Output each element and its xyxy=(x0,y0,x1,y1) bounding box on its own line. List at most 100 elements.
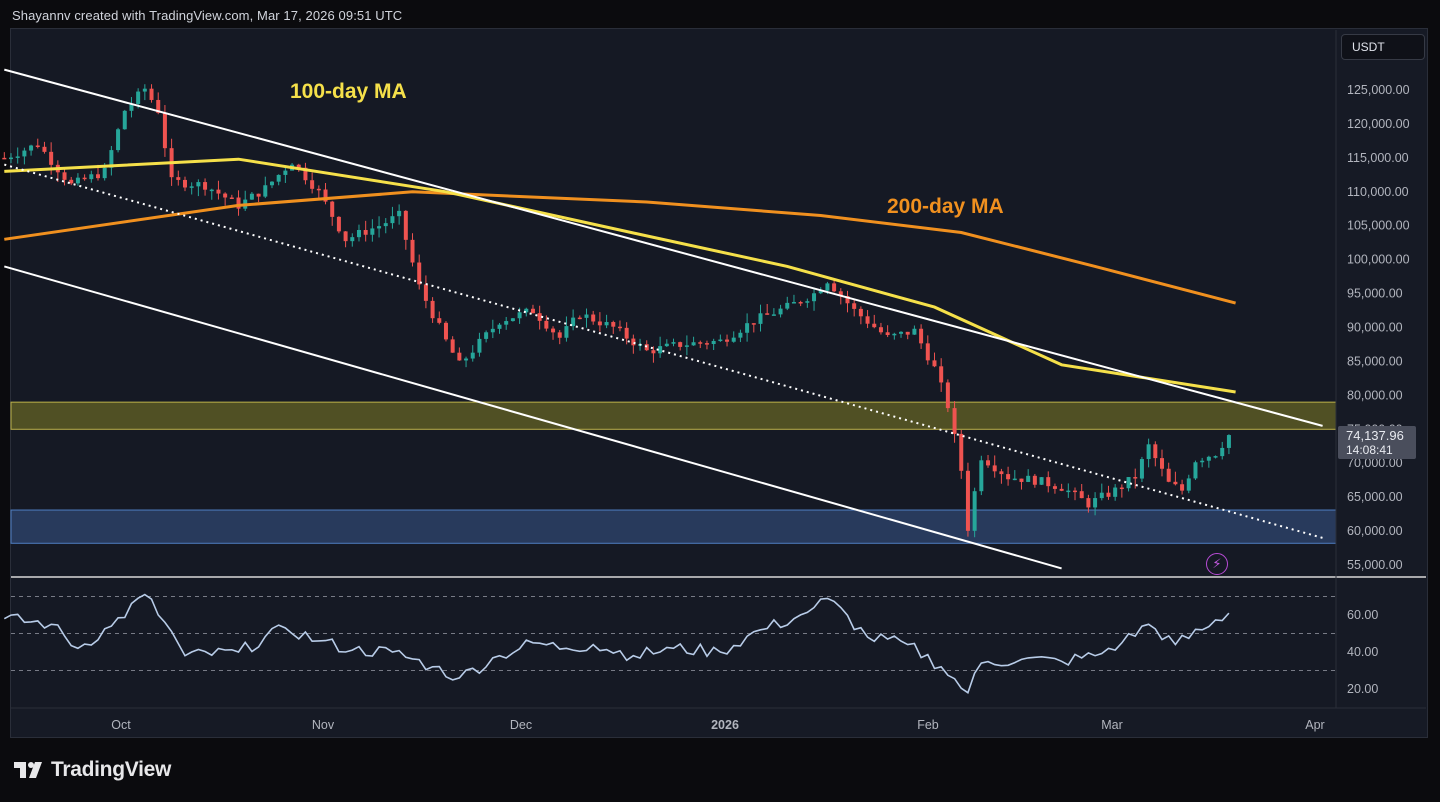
x-tick-label: Apr xyxy=(1305,718,1324,732)
candle-body xyxy=(778,308,783,315)
y-tick-label: 80,000.00 xyxy=(1347,388,1403,402)
y-tick-label: 105,000.00 xyxy=(1347,219,1410,233)
candle-body xyxy=(1046,477,1051,487)
x-tick-label: Mar xyxy=(1101,718,1123,732)
candle-body xyxy=(142,88,147,92)
candle-body xyxy=(122,110,127,130)
ma100-annotation: 100-day MA xyxy=(290,80,407,103)
candle-body xyxy=(497,324,502,329)
candle-body xyxy=(718,339,723,342)
candle-body xyxy=(229,197,234,200)
candle-body xyxy=(865,316,870,324)
candle-body xyxy=(1153,444,1158,459)
candle-body xyxy=(624,327,629,339)
candle-body xyxy=(370,228,375,235)
candle-body xyxy=(704,343,709,345)
y-tick-label: 60,000.00 xyxy=(1347,524,1403,538)
candle-body xyxy=(417,262,422,285)
candle-body xyxy=(765,313,770,315)
candle-body xyxy=(912,328,917,335)
candle-body xyxy=(725,339,730,342)
candle-body xyxy=(330,201,335,217)
candle-body xyxy=(149,88,154,100)
candle-body xyxy=(557,332,562,338)
candle-body xyxy=(1086,498,1091,508)
candle-body xyxy=(263,185,268,197)
candle-body xyxy=(945,382,950,409)
candle-body xyxy=(484,332,489,339)
candle-body xyxy=(738,332,743,338)
candle-body xyxy=(310,180,315,189)
candle-body xyxy=(571,317,576,327)
y-tick-label: 115,000.00 xyxy=(1347,151,1409,165)
candle-body xyxy=(1180,484,1185,491)
candle-body xyxy=(892,333,897,336)
rsi-pane-background xyxy=(11,578,1336,708)
y-tick-label: 70,000.00 xyxy=(1347,456,1403,470)
y-tick-label: 120,000.00 xyxy=(1347,117,1410,131)
candle-body xyxy=(42,146,47,152)
candle-body xyxy=(430,300,435,319)
candle-body xyxy=(611,322,616,327)
candle-body xyxy=(203,182,208,190)
candle-body xyxy=(885,332,890,336)
candle-body xyxy=(129,103,134,111)
candle-body xyxy=(791,302,796,304)
candle-body xyxy=(102,167,107,179)
candle-body xyxy=(551,328,556,333)
candle-body xyxy=(805,301,810,303)
candle-body xyxy=(316,188,321,191)
candle-body xyxy=(1166,468,1171,482)
candle-body xyxy=(825,283,830,291)
candle-body xyxy=(1193,462,1198,479)
candle-body xyxy=(604,322,609,326)
support-zone xyxy=(10,509,1337,544)
y-tick-label: 90,000.00 xyxy=(1347,321,1403,335)
candle-body xyxy=(678,342,683,347)
candle-body xyxy=(878,327,883,333)
candle-body xyxy=(919,328,924,344)
candle-body xyxy=(544,320,549,329)
candle-body xyxy=(1026,475,1031,482)
candle-body xyxy=(1012,478,1017,481)
candle-body xyxy=(303,167,308,181)
candle-body xyxy=(189,186,194,188)
candle-body xyxy=(1126,477,1131,489)
candle-body xyxy=(457,352,462,361)
candle-body xyxy=(992,465,997,472)
candle-body xyxy=(510,318,515,322)
candle-body xyxy=(256,193,261,197)
candle-body xyxy=(236,197,241,209)
candle-body xyxy=(162,112,167,149)
candle-body xyxy=(658,346,663,354)
x-tick-label: Feb xyxy=(917,718,939,732)
currency-label: USDT xyxy=(1352,40,1385,54)
last-price-value: 74,137.96 xyxy=(1346,428,1404,443)
candle-body xyxy=(350,237,355,242)
candle-body xyxy=(1213,456,1218,458)
candle-body xyxy=(1146,444,1151,460)
candle-body xyxy=(377,226,382,229)
candle-body xyxy=(390,216,395,224)
currency-selector-button[interactable]: USDT xyxy=(1341,34,1425,60)
rsi-tick-label: 60.00 xyxy=(1347,608,1378,622)
candle-body xyxy=(577,317,582,320)
candle-body xyxy=(196,182,201,187)
candle-body xyxy=(905,331,910,335)
tradingview-logo-icon xyxy=(14,762,42,778)
candle-body xyxy=(530,308,535,314)
lightning-bolt-icon[interactable]: ⚡ xyxy=(1206,553,1228,575)
candle-body xyxy=(1073,490,1078,493)
candle-body xyxy=(477,338,482,353)
candle-body xyxy=(9,157,13,160)
candle-body xyxy=(1106,492,1111,497)
y-tick-label: 125,000.00 xyxy=(1347,83,1410,97)
ma200-annotation: 200-day MA xyxy=(887,195,1004,218)
candle-body xyxy=(75,177,80,184)
x-tick-label: Oct xyxy=(111,718,131,732)
candle-body xyxy=(182,179,187,188)
candle-body xyxy=(591,314,596,322)
candle-body xyxy=(410,239,415,263)
y-tick-label: 85,000.00 xyxy=(1347,354,1403,368)
